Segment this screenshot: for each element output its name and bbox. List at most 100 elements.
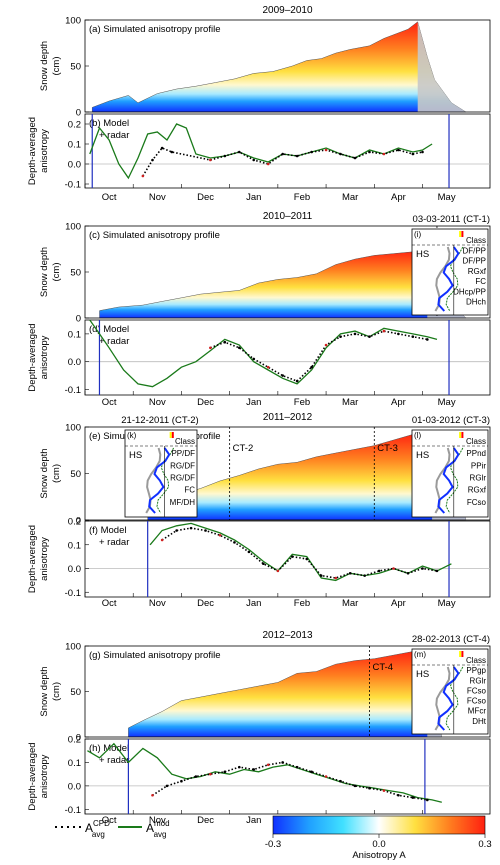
cpd-point	[281, 761, 284, 764]
inset-letter: (k)	[127, 431, 137, 440]
inset-hs-label: HS	[416, 669, 429, 680]
month-label: Oct	[102, 192, 117, 203]
month-label: Feb	[294, 598, 310, 609]
inset-frame	[411, 429, 489, 518]
inset-panel: 03-03-2011 (CT-1)(i)HSClassDF/PPDF/PPRGx…	[411, 214, 490, 316]
cpd-point	[339, 335, 342, 338]
avg-panel-sublabel: + radar	[99, 130, 129, 141]
inset-frame	[124, 429, 198, 518]
cpd-point	[324, 148, 328, 152]
depth-tick-label: 100	[65, 222, 81, 233]
inset-blue-profile	[437, 447, 460, 514]
inset-class-label: RGxf	[468, 486, 487, 495]
month-label: Jan	[246, 397, 261, 408]
cpd-point	[421, 567, 424, 570]
cpd-point	[363, 574, 366, 577]
cpd-point	[151, 793, 154, 797]
profile-ylabel: Snow depth	[39, 247, 50, 297]
cpd-point	[435, 569, 439, 573]
inset-class-swatch	[459, 651, 462, 657]
colorbar-tick-mid: 0.0	[372, 839, 385, 850]
cpd-point	[406, 571, 410, 575]
cpd-point	[175, 529, 178, 532]
cpd-point	[392, 567, 395, 570]
inset-class-label: Class	[175, 437, 195, 446]
depth-tick-label: 50	[70, 469, 81, 480]
aniso-tick-label: 0.2	[68, 517, 81, 528]
depth-tick-label: 100	[65, 423, 81, 434]
cpd-point	[421, 150, 424, 154]
avg-panel-sublabel: + radar	[99, 537, 129, 548]
cpd-point	[426, 798, 429, 802]
inset-blue-profile	[437, 246, 460, 312]
cpd-point	[180, 779, 183, 783]
inset-hs-label: HS	[416, 249, 429, 260]
colorbar-gradient	[272, 815, 486, 835]
cpd-point	[237, 765, 241, 769]
month-label: Mar	[342, 598, 358, 609]
cpd-point	[237, 346, 241, 350]
month-label: Oct	[102, 598, 117, 609]
legend-cpd-label: ACPD avg	[85, 819, 110, 839]
series-cpd-line	[152, 761, 428, 801]
cpd-point	[397, 148, 400, 152]
cpd-point	[295, 765, 299, 769]
cpd-point	[382, 329, 386, 333]
aniso-tick-label: 0.0	[68, 781, 81, 792]
cpd-point	[151, 158, 154, 162]
cpd-point	[141, 174, 145, 178]
avg-ylabel: Depth-averaged	[27, 323, 38, 391]
month-label: May	[438, 598, 456, 609]
inset-frame	[411, 648, 489, 735]
inset-class-label: RGlr	[470, 474, 487, 483]
inset-class-swatch	[171, 432, 174, 438]
month-label: Jan	[246, 815, 261, 826]
aniso-tick-label: 0.1	[68, 758, 81, 769]
profile-ylabel-unit: (cm)	[51, 57, 62, 76]
inset-hs-label: HS	[129, 450, 142, 461]
month-label: Dec	[197, 397, 214, 408]
inset-class-swatch	[461, 231, 464, 237]
inset-class-label: FCso	[467, 686, 487, 695]
inset-class-label: PPir	[471, 461, 486, 470]
cpd-point	[194, 775, 198, 778]
cpd-point	[339, 779, 342, 783]
colorbar-tick-max: 0.3	[478, 839, 491, 850]
colorbar-tick-min: -0.3	[265, 839, 281, 850]
ct-marker-label: CT-3	[377, 443, 398, 454]
month-label: Jan	[246, 192, 261, 203]
profile-ylabel-unit: (cm)	[51, 263, 62, 282]
inset-class-label: Class	[466, 656, 486, 665]
avg-panel-frame	[84, 319, 491, 396]
season-title: 2010–2011	[263, 211, 313, 222]
cpd-point	[291, 555, 294, 558]
colorbar: -0.3 0.0 0.3 Anisotropy A	[265, 815, 492, 861]
cpd-point	[262, 562, 265, 566]
month-label: Nov	[149, 815, 166, 826]
cpd-point	[266, 162, 270, 166]
month-label: May	[438, 192, 456, 203]
depth-tick-label: 50	[70, 687, 81, 698]
month-label: Jan	[246, 598, 261, 609]
cpd-point	[237, 150, 241, 154]
cpd-point	[295, 379, 299, 383]
profile-panel-label: (g) Simulated anisotropy profile	[89, 650, 220, 661]
inset-class-label: FCso	[467, 697, 487, 706]
month-label: Oct	[102, 815, 117, 826]
cpd-point	[247, 550, 251, 554]
cpd-point	[382, 152, 386, 156]
month-label: Feb	[294, 397, 310, 408]
month-label: Dec	[197, 598, 214, 609]
inset-class-label: Class	[466, 437, 486, 446]
inset-class-swatch	[169, 432, 172, 438]
cpd-point	[209, 158, 212, 162]
cpd-point	[426, 338, 429, 341]
colorbar-label: Anisotropy A	[352, 850, 406, 860]
cpd-point	[397, 332, 400, 336]
depth-tick-label: 50	[70, 268, 81, 279]
month-label: Dec	[197, 815, 214, 826]
avg-ylabel-2: anisotropy	[39, 335, 50, 379]
inset-letter: (m)	[414, 650, 426, 659]
cpd-point	[411, 152, 415, 156]
avg-panel-frame	[84, 738, 491, 815]
